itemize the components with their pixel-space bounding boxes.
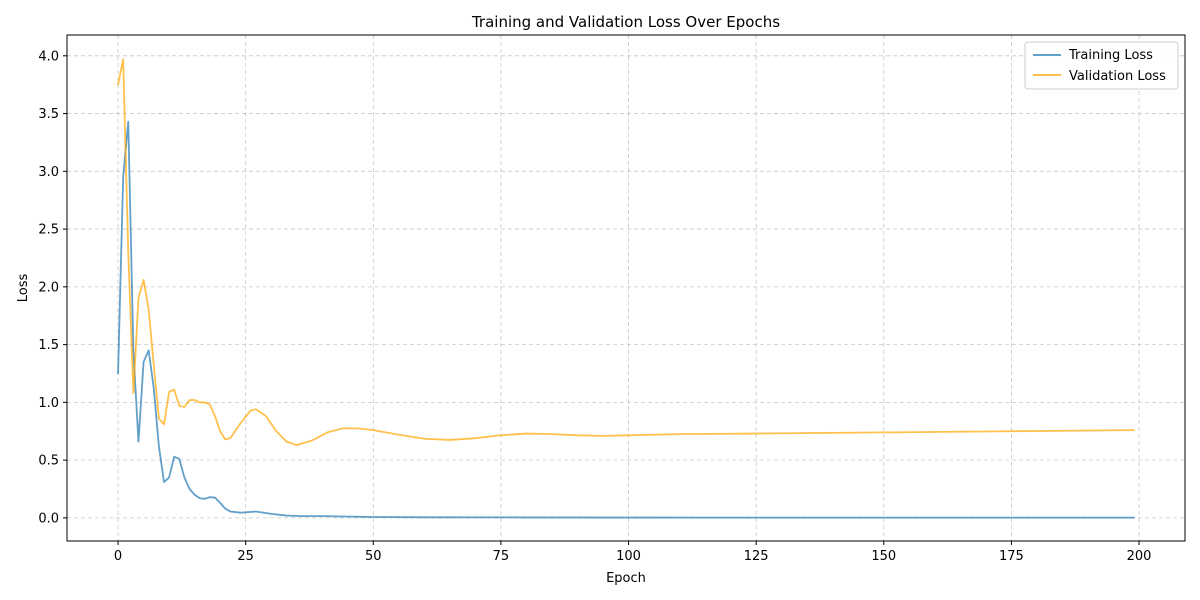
x-tick-label-75: 75 [493, 549, 510, 564]
legend: Training Loss Validation Loss [1024, 41, 1179, 90]
x-tick-label-175: 175 [999, 549, 1024, 564]
legend-label-training: Training Loss [1068, 48, 1153, 63]
legend-label-validation: Validation Loss [1069, 69, 1166, 84]
x-tick-label-25: 25 [237, 549, 254, 564]
x-tick-label-150: 150 [871, 549, 896, 564]
y-tick-label-3.5: 3.5 [38, 107, 59, 122]
x-axis-title: Epoch [606, 571, 646, 586]
series-lines [117, 58, 1135, 519]
y-tick-label-1.0: 1.0 [38, 396, 59, 411]
x-tick-label-125: 125 [744, 549, 769, 564]
x-tick-label-50: 50 [365, 549, 382, 564]
axis-ticks: 0 25 50 75 100 125 150 175 200 0.0 0.5 1.0 1.5 2.0 2.5… [38, 49, 1151, 564]
y-tick-label-1.5: 1.5 [38, 338, 59, 353]
y-axis-title: Loss [16, 274, 31, 303]
y-tick-label-0.5: 0.5 [38, 454, 59, 469]
x-tick-label-0: 0 [114, 549, 122, 564]
grid [67, 35, 1185, 541]
plot-frame [66, 34, 1186, 542]
x-tick-label-100: 100 [616, 549, 641, 564]
legend-box [1024, 41, 1179, 90]
y-tick-label-0.0: 0.0 [38, 511, 59, 526]
y-tick-label-2.5: 2.5 [38, 223, 59, 238]
y-tick-label-2.0: 2.0 [38, 280, 59, 295]
training-loss-line [117, 120, 1135, 519]
chart-title: Training and Validation Loss Over Epochs [471, 13, 780, 31]
y-tick-label-4.0: 4.0 [38, 49, 59, 64]
y-tick-label-3.0: 3.0 [38, 165, 59, 180]
x-tick-label-200: 200 [1127, 549, 1152, 564]
validation-loss-line [117, 58, 1135, 447]
